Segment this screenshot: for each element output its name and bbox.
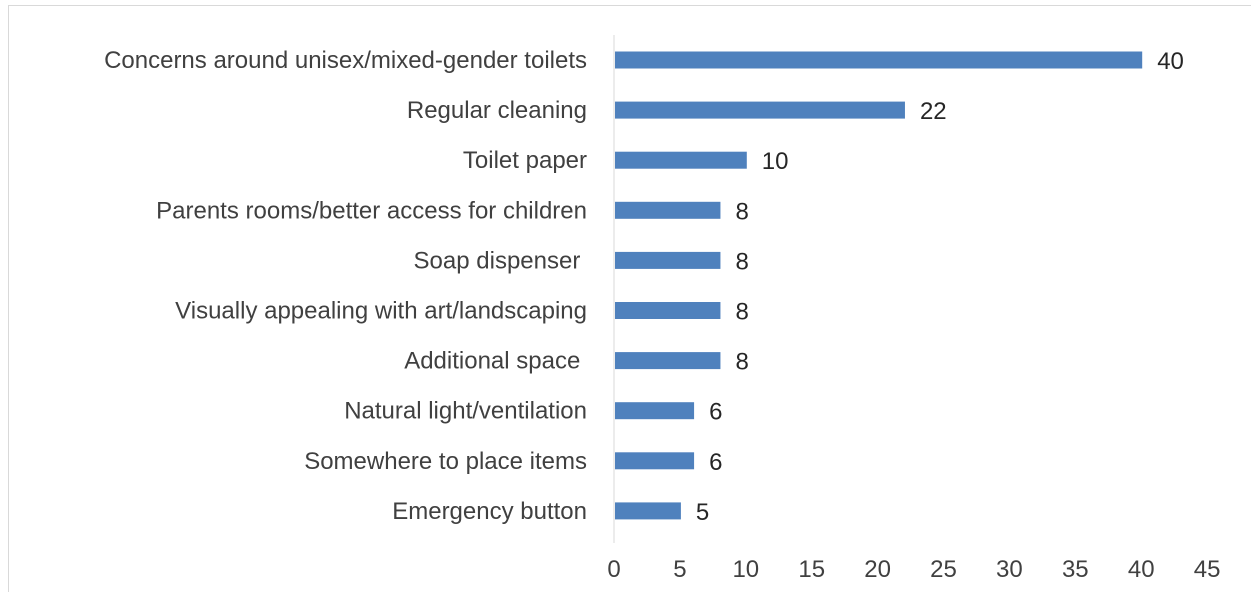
category-label: Somewhere to place items: [304, 448, 587, 475]
data-label: 8: [735, 299, 748, 326]
bar: [615, 251, 721, 269]
bar: [615, 352, 721, 370]
chart-frame: [8, 5, 1251, 592]
data-label: 6: [709, 449, 722, 476]
x-tick-label: 0: [607, 556, 620, 583]
data-label: 5: [696, 499, 709, 526]
category-label: Soap dispenser: [414, 247, 587, 274]
category-label: Emergency button: [392, 498, 587, 525]
data-label: 10: [762, 148, 789, 175]
bar: [615, 151, 747, 169]
category-label: Visually appealing with art/landscaping: [175, 298, 587, 325]
x-tick-label: 30: [996, 556, 1023, 583]
category-label: Concerns around unisex/mixed-gender toil…: [104, 47, 587, 74]
x-tick-label: 40: [1128, 556, 1155, 583]
data-label: 8: [735, 248, 748, 275]
category-label: Natural light/ventilation: [344, 398, 587, 425]
bar: [615, 502, 681, 520]
x-tick-label: 5: [673, 556, 686, 583]
bar: [615, 302, 721, 319]
x-tick-label: 25: [930, 556, 957, 583]
data-label: 6: [709, 399, 722, 426]
category-label: Additional space: [404, 348, 587, 375]
data-label: 22: [920, 98, 947, 125]
x-tick-label: 20: [864, 556, 891, 583]
bar: [615, 201, 721, 219]
category-label: Parents rooms/better access for children: [156, 197, 587, 224]
bar: [615, 51, 1143, 69]
data-label: 8: [735, 198, 748, 225]
bar: [615, 101, 905, 119]
bar: [615, 402, 695, 420]
x-tick-label: 15: [798, 556, 825, 583]
data-label: 8: [735, 349, 748, 376]
category-label: Toilet paper: [463, 147, 587, 174]
category-label: Regular cleaning: [407, 97, 587, 124]
x-tick-label: 10: [732, 556, 759, 583]
data-label: 40: [1157, 48, 1184, 75]
x-tick-label: 35: [1062, 556, 1089, 583]
x-tick-label: 45: [1194, 556, 1221, 583]
bar: [615, 452, 695, 470]
